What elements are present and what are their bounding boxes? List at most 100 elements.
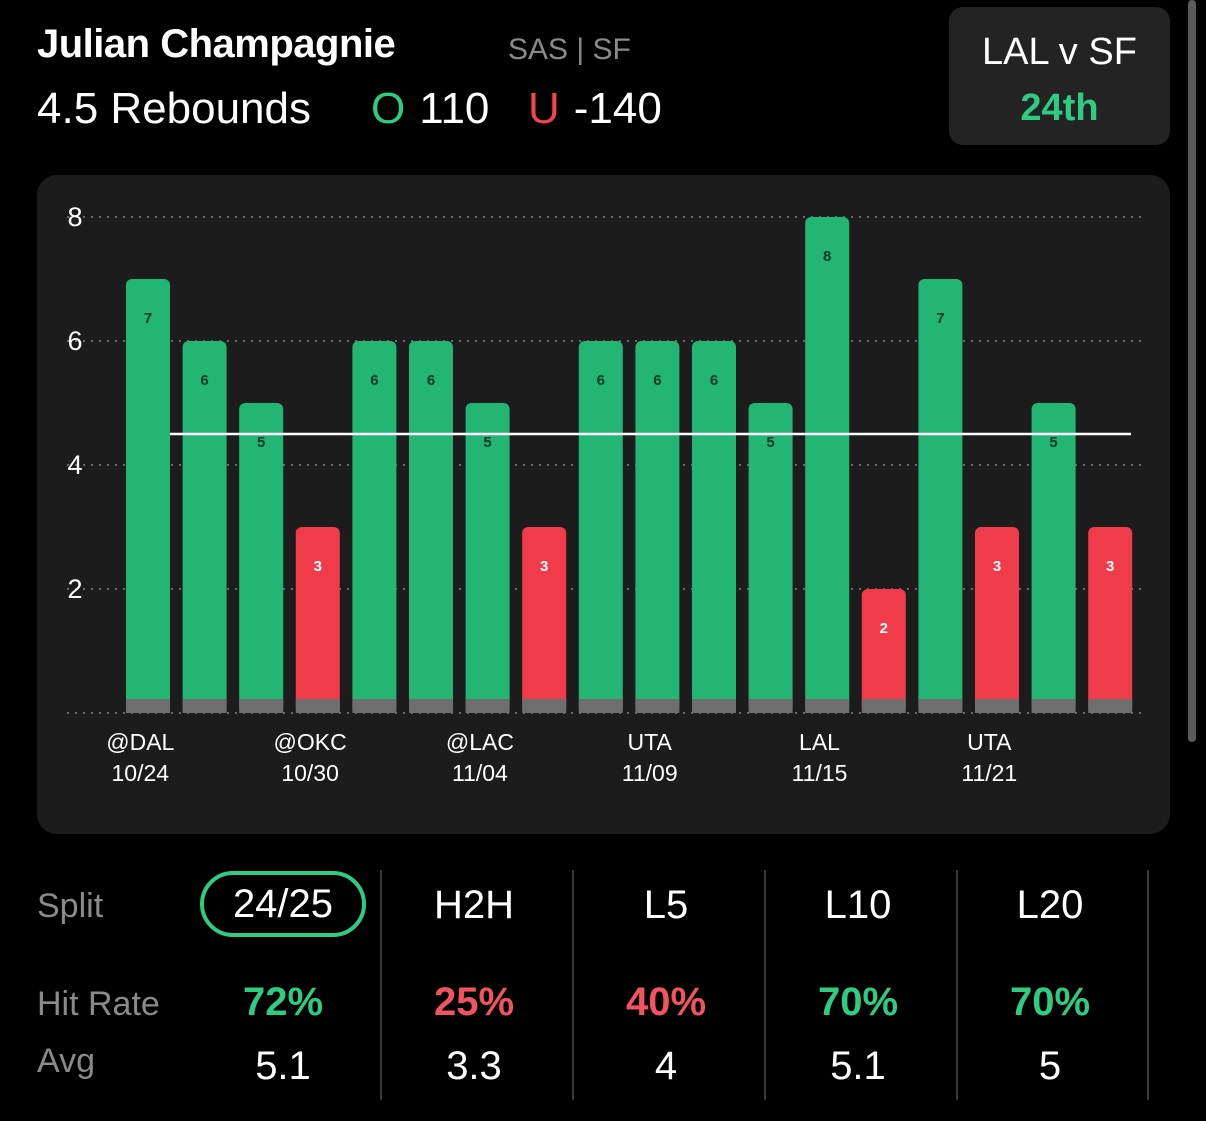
avg-value: 5.1: [255, 1044, 311, 1088]
bar-value-label: 3: [1106, 558, 1114, 575]
bar-value-label: 5: [766, 434, 774, 451]
column-divider: [956, 870, 958, 1100]
hit-rate-value: 40%: [625, 980, 707, 1024]
split-row-label: Split: [37, 887, 104, 925]
x-opponent-label: @OKC: [273, 729, 346, 755]
bar-value-label: 6: [710, 372, 718, 389]
bar-base: [522, 699, 567, 713]
bar-value-label: 6: [597, 372, 605, 389]
column-divider: [764, 870, 766, 1100]
x-date-label: 11/09: [622, 760, 678, 786]
avg-value: 5.1: [830, 1044, 886, 1088]
split-tab-2425[interactable]: 24/25: [200, 871, 366, 937]
hit-rate-row-label: Hit Rate: [37, 985, 160, 1023]
bar-value-label: 6: [370, 372, 378, 389]
bar: [918, 279, 963, 713]
x-date-label: 10/30: [281, 760, 339, 786]
bar: [522, 527, 567, 713]
bar-value-label: 3: [540, 558, 548, 575]
y-tick-label: 6: [67, 326, 82, 356]
bar-value-label: 8: [823, 248, 831, 265]
bar-value-label: 6: [427, 372, 435, 389]
bar: [409, 341, 453, 713]
bar-value-label: 3: [314, 558, 322, 575]
bar: [295, 527, 340, 713]
bar-base: [1088, 699, 1133, 713]
matchup-card[interactable]: LAL v SF 24th: [949, 7, 1170, 145]
bar-value-label: 5: [1049, 434, 1057, 451]
bar-base: [239, 699, 284, 713]
bar: [239, 403, 284, 713]
over-odds: 110: [419, 84, 490, 133]
bar-base: [975, 699, 1019, 713]
hit-rate-value: 70%: [1009, 980, 1091, 1024]
bar: [126, 279, 170, 713]
avg-row-label: Avg: [37, 1042, 95, 1080]
bar: [182, 341, 227, 713]
column-divider: [572, 870, 574, 1100]
y-tick-label: 8: [67, 202, 82, 232]
x-date-label: 10/24: [112, 760, 170, 786]
split-tab-h2h[interactable]: H2H: [433, 883, 515, 927]
hit-rate-value: 25%: [433, 980, 515, 1024]
bar: [1088, 527, 1133, 713]
bar-value-label: 3: [993, 558, 1001, 575]
bar-base: [578, 699, 623, 713]
y-tick-label: 2: [67, 574, 82, 604]
under-odds-button[interactable]: U -140: [528, 84, 662, 134]
bar-value-label: 6: [200, 372, 208, 389]
bar-base: [295, 699, 340, 713]
bar-base: [409, 699, 453, 713]
bar: [692, 341, 736, 713]
bar-value-label: 6: [653, 372, 661, 389]
avg-value: 3.3: [446, 1044, 502, 1088]
bar-value-label: 5: [257, 434, 265, 451]
bar-value-label: 7: [144, 310, 152, 327]
under-odds: -140: [573, 84, 662, 133]
column-divider: [1147, 870, 1149, 1100]
split-tab-l20[interactable]: L20: [1016, 883, 1084, 927]
over-odds-button[interactable]: O 110: [371, 84, 489, 134]
hit-rate-value: 70%: [817, 980, 899, 1024]
bar-base: [1031, 699, 1076, 713]
avg-value: 5: [1038, 1044, 1062, 1088]
player-team-position: SAS | SF: [508, 33, 631, 66]
bar: [1031, 403, 1076, 713]
player-name: Julian Champagnie: [37, 22, 396, 66]
x-opponent-label: @DAL: [106, 729, 174, 755]
bar-base: [918, 699, 963, 713]
prop-line: 4.5 Rebounds: [37, 84, 311, 133]
split-tab-l10[interactable]: L10: [824, 883, 892, 927]
bar-base: [126, 699, 170, 713]
bar: [352, 341, 397, 713]
bar: [805, 217, 850, 713]
bar: [975, 527, 1019, 713]
x-date-label: 11/15: [792, 760, 848, 786]
bar-base: [805, 699, 850, 713]
bar-base: [635, 699, 680, 713]
scrollbar[interactable]: [1188, 0, 1196, 742]
under-letter: U: [528, 84, 560, 133]
bar-base: [352, 699, 397, 713]
game-log-chart: 2 4 6 8 7 6 5 3 6 6 5 3 6 6 6 5 8 2 7 3 5 3 @DAL 10/24 @OKC 10/30…: [37, 175, 1170, 834]
split-tab-l5[interactable]: L5: [643, 883, 689, 927]
x-opponent-label: UTA: [967, 729, 1012, 755]
bar: [748, 403, 793, 713]
x-opponent-label: UTA: [628, 729, 673, 755]
bar-base: [182, 699, 227, 713]
x-opponent-label: @LAC: [446, 729, 514, 755]
bar-value-label: 2: [880, 620, 888, 637]
bar-value-label: 7: [936, 310, 944, 327]
bar-value-label: 5: [483, 434, 491, 451]
y-tick-label: 4: [67, 450, 82, 480]
bar: [861, 589, 906, 713]
bar-base: [692, 699, 736, 713]
x-date-label: 11/21: [961, 760, 1017, 786]
hit-rate-value: 72%: [242, 980, 324, 1024]
bar-chart-svg: 2 4 6 8 7 6 5 3 6 6 5 3 6 6 6 5 8 2 7 3 5 3 @DAL 10/24 @OKC 10/30…: [67, 202, 1142, 786]
bar: [465, 403, 510, 713]
column-divider: [380, 870, 382, 1100]
bar: [578, 341, 623, 713]
bar-base: [465, 699, 510, 713]
matchup-rank: 24th: [1020, 87, 1099, 129]
